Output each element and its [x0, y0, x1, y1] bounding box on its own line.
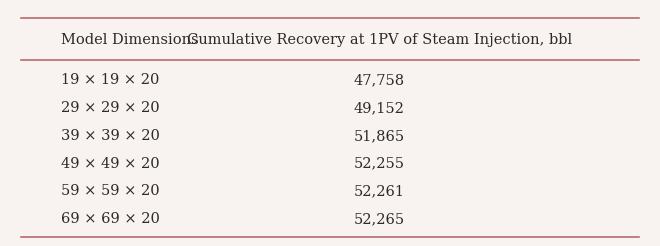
- Text: 49,152: 49,152: [354, 101, 405, 115]
- Text: 51,865: 51,865: [354, 129, 405, 143]
- Text: 59 × 59 × 20: 59 × 59 × 20: [61, 184, 159, 198]
- Text: 47,758: 47,758: [354, 74, 405, 87]
- Text: 52,261: 52,261: [354, 184, 405, 198]
- Text: 52,265: 52,265: [354, 212, 405, 226]
- Text: 29 × 29 × 20: 29 × 29 × 20: [61, 101, 159, 115]
- Text: 39 × 39 × 20: 39 × 39 × 20: [61, 129, 160, 143]
- Text: 49 × 49 × 20: 49 × 49 × 20: [61, 157, 159, 171]
- Text: Cumulative Recovery at 1PV of Steam Injection, bbl: Cumulative Recovery at 1PV of Steam Inje…: [187, 33, 572, 47]
- Text: 19 × 19 × 20: 19 × 19 × 20: [61, 74, 159, 87]
- Text: 69 × 69 × 20: 69 × 69 × 20: [61, 212, 160, 226]
- Text: Model Dimensions: Model Dimensions: [61, 33, 198, 47]
- Text: 52,255: 52,255: [354, 157, 405, 171]
